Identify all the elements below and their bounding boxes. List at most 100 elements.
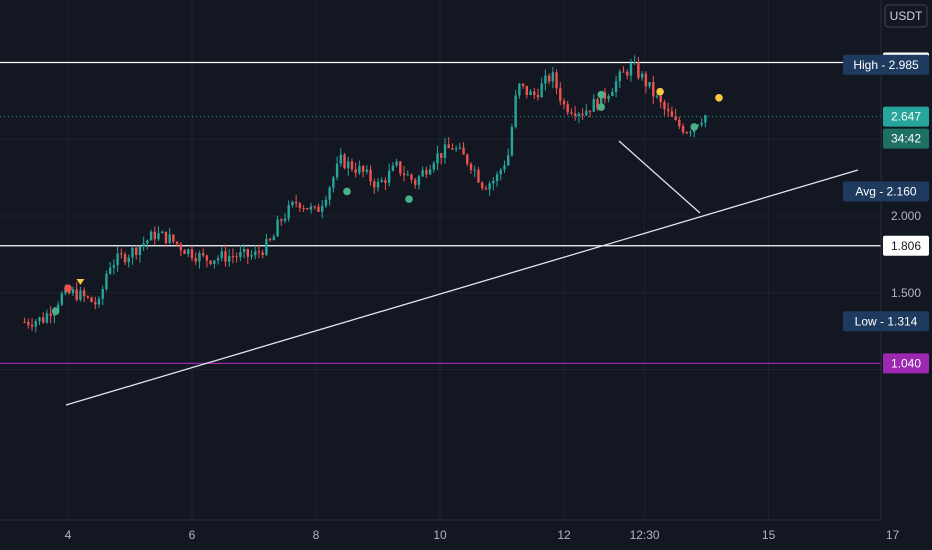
candle-body bbox=[477, 169, 480, 183]
candle-body bbox=[544, 75, 547, 84]
x-tick-label: 4 bbox=[65, 528, 72, 542]
x-tick-label: 12:30 bbox=[630, 528, 660, 542]
candle-body bbox=[27, 322, 30, 325]
candle-body bbox=[585, 110, 588, 116]
candle-body bbox=[454, 148, 458, 150]
signal-dot bbox=[405, 195, 413, 203]
candle-body bbox=[343, 154, 346, 169]
trendlines[interactable] bbox=[65, 140, 859, 406]
candle-body bbox=[678, 119, 681, 127]
candles bbox=[23, 55, 707, 333]
candle-body bbox=[484, 188, 488, 190]
candle-body bbox=[533, 91, 536, 95]
candle-body bbox=[421, 170, 424, 177]
x-tick-label: 10 bbox=[433, 528, 447, 542]
candle-body bbox=[231, 255, 235, 257]
candle-body bbox=[149, 231, 153, 241]
candle-body bbox=[596, 99, 599, 109]
candle-body bbox=[447, 144, 450, 149]
candle-body bbox=[681, 126, 685, 133]
candle-body bbox=[328, 187, 331, 200]
currency-label[interactable]: USDT bbox=[884, 4, 928, 28]
currency-text: USDT bbox=[890, 9, 923, 23]
candle-body bbox=[239, 251, 242, 258]
candle-body bbox=[659, 95, 662, 103]
candle-body bbox=[82, 290, 86, 297]
candle-body bbox=[335, 163, 339, 178]
candle-body bbox=[179, 244, 183, 251]
candle-body bbox=[611, 92, 614, 97]
candle-body bbox=[547, 75, 551, 82]
candle-body bbox=[432, 163, 435, 170]
candle-body bbox=[339, 154, 342, 164]
candle-body bbox=[306, 208, 309, 210]
candle-body bbox=[417, 176, 421, 185]
candle-body bbox=[280, 219, 283, 221]
candle-body bbox=[242, 249, 246, 252]
candle-body bbox=[603, 92, 607, 99]
candle-body bbox=[495, 174, 499, 181]
candle-body bbox=[313, 206, 316, 208]
candle-body bbox=[395, 161, 398, 166]
candle-body bbox=[633, 62, 636, 64]
candle-body bbox=[220, 251, 223, 259]
candle-body bbox=[391, 165, 395, 171]
candle-body bbox=[499, 169, 502, 175]
candle-body bbox=[655, 95, 659, 97]
candle-body bbox=[324, 199, 328, 206]
candle-body bbox=[183, 250, 186, 254]
candle-body bbox=[696, 124, 700, 127]
candle-body bbox=[492, 180, 495, 184]
candle-body bbox=[228, 255, 231, 262]
candle-body bbox=[480, 182, 484, 189]
candle-body bbox=[410, 174, 413, 180]
candle-body bbox=[369, 169, 372, 182]
candle-body bbox=[108, 267, 112, 274]
signal-dot bbox=[343, 187, 351, 196]
time-axis[interactable]: 4 6 8 10 12 12:30 15 17 bbox=[0, 519, 900, 542]
candle-body bbox=[529, 91, 532, 95]
candle-body bbox=[588, 110, 592, 112]
candle-body bbox=[157, 233, 160, 240]
candle-body bbox=[689, 132, 692, 134]
candle-body bbox=[321, 205, 324, 212]
candle-body bbox=[235, 256, 238, 258]
candle-body bbox=[373, 181, 376, 188]
candle-body bbox=[190, 249, 194, 259]
x-tick-label: 12 bbox=[557, 528, 571, 542]
x-tick-label: 15 bbox=[762, 528, 776, 542]
candle-body bbox=[276, 219, 279, 237]
candle-body bbox=[473, 169, 476, 171]
candle-body bbox=[458, 147, 462, 149]
candle-body bbox=[592, 99, 595, 112]
candle-body bbox=[384, 180, 387, 183]
candle-body bbox=[34, 321, 37, 327]
level-tag: 1.040 bbox=[883, 353, 929, 374]
candle-body bbox=[112, 265, 116, 268]
x-tick-label: 17 bbox=[886, 528, 900, 542]
signal-dot bbox=[690, 123, 698, 131]
candle-body bbox=[514, 95, 517, 128]
candle-body bbox=[168, 234, 171, 243]
candle-body bbox=[272, 236, 276, 241]
candle-body bbox=[209, 260, 212, 264]
grid bbox=[0, 0, 894, 520]
candle-body bbox=[75, 289, 78, 300]
candle-body bbox=[525, 85, 528, 95]
candle-body bbox=[261, 252, 264, 255]
candle-body bbox=[440, 153, 443, 158]
candle-body bbox=[30, 324, 34, 327]
candle-body bbox=[637, 62, 640, 78]
candle-body bbox=[79, 290, 82, 300]
candle-body bbox=[332, 177, 335, 188]
candle-body bbox=[172, 234, 175, 242]
signal-dot bbox=[597, 103, 605, 111]
level-tag: 1.806 bbox=[883, 235, 929, 256]
candle-body bbox=[127, 257, 130, 263]
candle-body bbox=[257, 251, 261, 253]
candle-body bbox=[164, 231, 168, 243]
candle-body bbox=[361, 165, 365, 172]
